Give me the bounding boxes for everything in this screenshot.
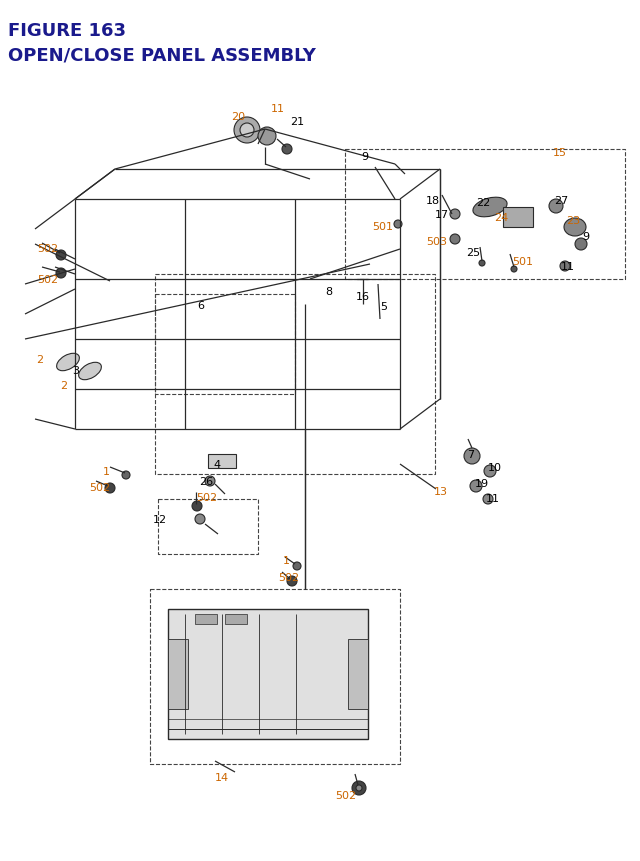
Text: 21: 21: [290, 117, 304, 127]
Bar: [348, 639, 368, 709]
Text: 2: 2: [60, 381, 67, 391]
Circle shape: [352, 781, 366, 795]
Text: 16: 16: [356, 292, 370, 301]
Text: 26: 26: [199, 476, 213, 486]
Circle shape: [356, 785, 362, 791]
Circle shape: [234, 118, 260, 144]
Circle shape: [549, 200, 563, 214]
Text: 11: 11: [271, 104, 285, 114]
Text: 9: 9: [361, 152, 368, 162]
Circle shape: [192, 501, 202, 511]
Text: 3: 3: [72, 366, 79, 375]
Text: 11: 11: [486, 493, 500, 504]
Text: 502: 502: [89, 482, 110, 492]
Text: 502: 502: [37, 244, 58, 254]
Circle shape: [56, 251, 66, 261]
Bar: [503, 208, 533, 228]
Text: 10: 10: [488, 462, 502, 473]
Circle shape: [464, 449, 480, 464]
Text: FIGURE 163: FIGURE 163: [8, 22, 126, 40]
Circle shape: [483, 494, 493, 505]
Circle shape: [394, 220, 402, 229]
Text: 22: 22: [476, 198, 490, 208]
Text: 24: 24: [493, 213, 508, 223]
Text: 5: 5: [380, 301, 387, 312]
Bar: [150, 589, 400, 764]
Circle shape: [479, 261, 485, 267]
Text: OPEN/CLOSE PANEL ASSEMBLY: OPEN/CLOSE PANEL ASSEMBLY: [8, 46, 316, 64]
Text: 11: 11: [561, 262, 575, 272]
Text: 12: 12: [153, 514, 167, 524]
Text: 17: 17: [435, 210, 449, 220]
Text: 20: 20: [231, 112, 245, 122]
Text: 23: 23: [566, 216, 580, 226]
Text: 502: 502: [278, 573, 299, 582]
Text: 502: 502: [335, 790, 356, 800]
Bar: [158, 499, 258, 554]
Ellipse shape: [56, 354, 79, 371]
Bar: [195, 614, 217, 624]
Circle shape: [205, 476, 215, 486]
Text: 15: 15: [553, 148, 567, 158]
Bar: [225, 614, 247, 624]
Ellipse shape: [473, 198, 507, 218]
Bar: [155, 294, 295, 394]
Text: 4: 4: [213, 460, 220, 469]
Ellipse shape: [79, 362, 101, 381]
Text: 14: 14: [215, 772, 229, 782]
Text: 501: 501: [512, 257, 533, 267]
Text: 502: 502: [196, 492, 217, 503]
Bar: [168, 639, 188, 709]
Text: 503: 503: [426, 237, 447, 247]
Circle shape: [56, 269, 66, 279]
Circle shape: [122, 472, 130, 480]
Circle shape: [240, 124, 254, 138]
Circle shape: [258, 127, 276, 146]
Text: 1: 1: [283, 555, 290, 566]
Text: 1: 1: [103, 467, 110, 476]
Circle shape: [560, 262, 570, 272]
Circle shape: [484, 466, 496, 478]
Text: 9: 9: [582, 232, 589, 242]
Circle shape: [105, 483, 115, 493]
Circle shape: [575, 238, 587, 251]
Text: 25: 25: [466, 248, 480, 257]
Text: 19: 19: [475, 479, 489, 488]
Bar: [168, 610, 368, 739]
Text: 501: 501: [372, 222, 393, 232]
Circle shape: [470, 480, 482, 492]
Circle shape: [293, 562, 301, 570]
Text: 7: 7: [467, 449, 474, 460]
Text: 502: 502: [37, 275, 58, 285]
Circle shape: [195, 514, 205, 524]
Circle shape: [282, 145, 292, 155]
Text: 2: 2: [36, 355, 43, 364]
Circle shape: [450, 235, 460, 245]
Ellipse shape: [564, 219, 586, 237]
Text: 6: 6: [197, 300, 204, 311]
Circle shape: [511, 267, 517, 273]
Text: 8: 8: [325, 287, 332, 297]
Text: 27: 27: [554, 195, 568, 206]
Circle shape: [287, 576, 297, 586]
Bar: [155, 275, 435, 474]
Circle shape: [450, 210, 460, 220]
Bar: [208, 455, 236, 468]
Bar: [345, 150, 625, 280]
Text: 13: 13: [434, 486, 448, 497]
Text: 18: 18: [426, 195, 440, 206]
